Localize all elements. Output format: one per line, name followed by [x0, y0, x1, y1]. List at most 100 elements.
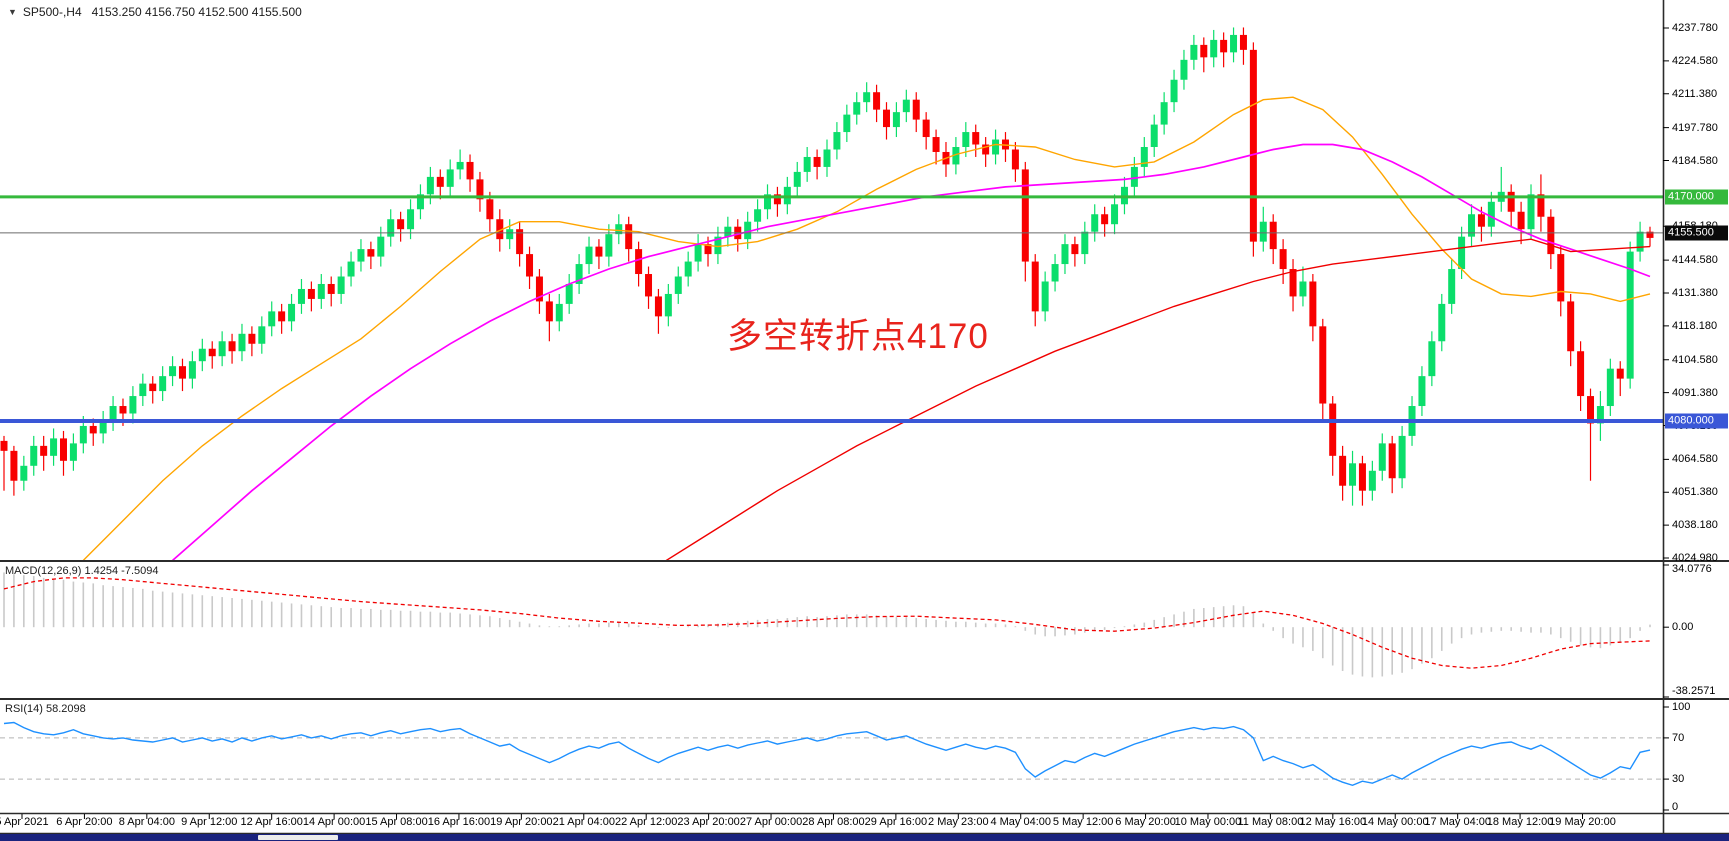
candle-body: [1527, 194, 1535, 230]
candle-body: [932, 137, 940, 152]
candle-body: [169, 366, 177, 377]
candle-body: [307, 288, 315, 299]
candle-body: [89, 425, 97, 434]
symbol-header: ▼ SP500-,H4 4153.250 4156.750 4152.500 415…: [8, 5, 302, 19]
candle-body: [1051, 264, 1059, 282]
candles: [0, 27, 1654, 506]
candle-body: [178, 366, 186, 379]
time-axis-label: 21 Apr 04:00: [552, 816, 615, 828]
candle-body: [466, 161, 474, 180]
hline-blue-price-tag[interactable]: 4080.000: [1665, 413, 1728, 429]
candle-body: [1468, 214, 1476, 237]
candle-body: [1448, 269, 1456, 304]
candle-body: [377, 236, 385, 257]
candle-body: [1160, 102, 1168, 125]
candle-body: [1388, 443, 1396, 479]
time-axis-label: 16 Apr 16:00: [427, 816, 491, 828]
candle-body: [1557, 254, 1565, 302]
ma-fast-orange: [82, 96, 1651, 560]
time-axis-label: 12 May 16:00: [1299, 816, 1367, 828]
price-axis-label: 4237.780: [1672, 22, 1718, 34]
time-axis-label: 4 May 04:00: [990, 816, 1051, 828]
time-axis-label: 14 May 00:00: [1361, 816, 1429, 828]
candle-body: [813, 156, 821, 167]
candle-body: [109, 406, 117, 421]
candle-body: [268, 311, 276, 327]
time-axis-label: 6 Apr 20:00: [56, 816, 113, 828]
candle-body: [476, 179, 484, 200]
candle-body: [218, 341, 226, 357]
candle-body: [1636, 231, 1644, 252]
time-axis-label: 19 May 20:00: [1549, 816, 1616, 828]
candle-body: [1249, 49, 1257, 242]
time-axis-label: 5 May 12:00: [1052, 816, 1114, 828]
time-axis-label: 18 May 12:00: [1486, 816, 1554, 828]
candle-body: [1477, 214, 1485, 227]
candle-body: [982, 144, 990, 155]
candle-body: [1150, 124, 1158, 148]
candle-body: [635, 249, 643, 275]
hline-green-price-tag[interactable]: 4170.000: [1665, 189, 1728, 205]
candle-body: [902, 99, 910, 113]
candle-body: [773, 194, 781, 205]
time-axis-label: 6 May 20:00: [1115, 816, 1176, 828]
candle-body: [1517, 211, 1525, 230]
candle-body: [853, 102, 861, 115]
ohlc-toggle-icon[interactable]: ▼: [8, 7, 17, 17]
rsi-panel[interactable]: [0, 721, 1663, 787]
candle-body: [1031, 261, 1039, 312]
macd-indicator-label: MACD(12,26,9) 1.4254 -7.5094: [5, 565, 159, 577]
rsi-axis-label: 0: [1672, 801, 1679, 813]
candle-body: [59, 438, 67, 461]
candle-body: [228, 341, 236, 352]
candle-body: [1081, 231, 1089, 255]
price-axis-label: 4038.180: [1672, 519, 1718, 532]
candle-body: [1071, 244, 1079, 255]
candle-body: [952, 147, 960, 165]
candle-body: [724, 226, 732, 237]
candle-body: [1021, 169, 1029, 262]
candle-body: [605, 234, 613, 257]
time-axis-label: 29 Apr 16:00: [864, 816, 928, 828]
macd-axis-label: 34.0776: [1672, 563, 1712, 575]
candle-body: [1596, 406, 1604, 424]
candle-body: [1329, 403, 1337, 456]
candle-body: [1309, 281, 1317, 327]
price-axis-label: 4224.580: [1672, 54, 1718, 67]
candle-body: [1041, 281, 1049, 312]
candle-body: [1101, 214, 1109, 225]
price-axis-label: 4024.980: [1672, 552, 1718, 564]
candle-body: [456, 161, 464, 170]
candle-body: [1230, 34, 1238, 53]
price-axis-label: 4104.580: [1672, 353, 1718, 366]
candle-body: [1368, 470, 1376, 491]
candle-body: [545, 301, 553, 322]
main-price-panel[interactable]: [0, 27, 1663, 595]
annotation-text[interactable]: 多空转折点4170: [727, 317, 989, 356]
candle-body: [1646, 231, 1654, 238]
candle-body: [516, 229, 524, 255]
time-axis-label: 2 May 23:00: [928, 816, 989, 828]
candle-body: [1259, 221, 1267, 242]
horizontal-scrollbar[interactable]: [0, 834, 1729, 841]
candle-body: [1458, 236, 1466, 270]
macd-panel[interactable]: [3, 572, 1651, 678]
candle-body: [962, 132, 970, 148]
scrollbar-thumb[interactable]: [258, 835, 338, 840]
candle-body: [426, 176, 434, 195]
candle-body: [535, 276, 543, 302]
candle-body: [615, 224, 623, 235]
candle-body: [1349, 463, 1357, 486]
candle-body: [873, 92, 881, 110]
candle-body: [664, 293, 672, 317]
time-axis-label: 23 Apr 20:00: [677, 816, 740, 828]
candle-body: [297, 288, 305, 304]
candle-body: [803, 156, 811, 172]
candle-body: [744, 221, 752, 240]
time-axis-label: 17 May 04:00: [1424, 816, 1491, 828]
candle-body: [823, 149, 831, 167]
ohlc-values: 4153.250 4156.750 4152.500 4155.500: [91, 5, 302, 19]
price-axis-label: 4131.380: [1672, 287, 1718, 299]
